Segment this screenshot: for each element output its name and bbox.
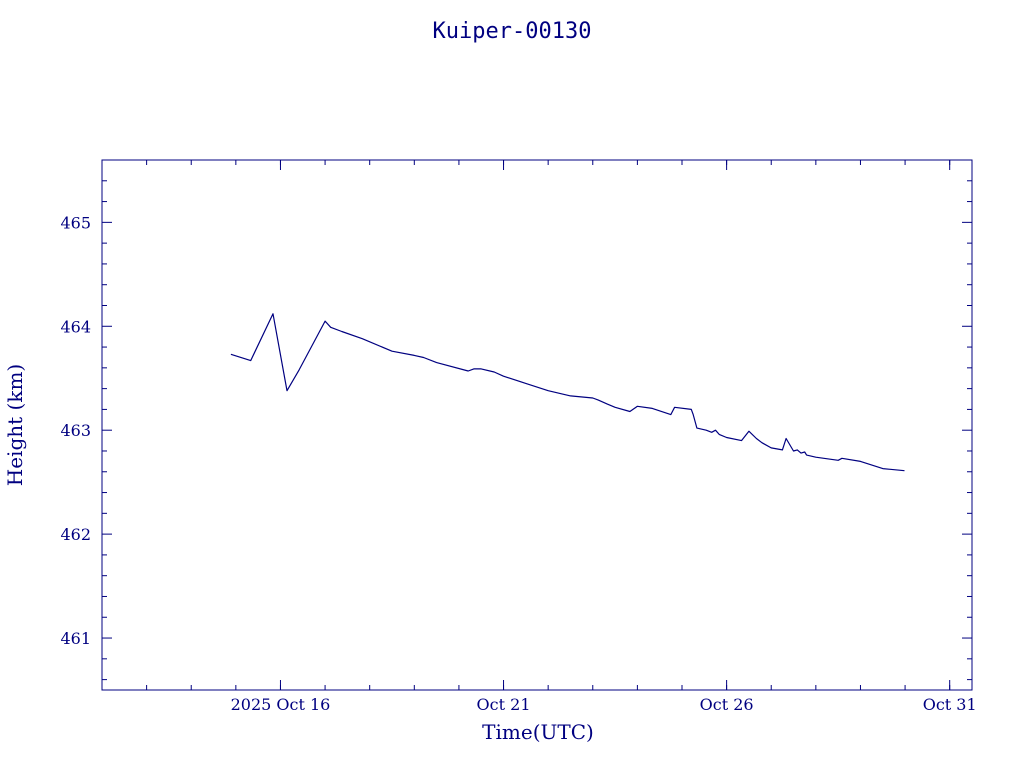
chart-title: Kuiper-00130 [433, 19, 592, 44]
y-tick-label: 463 [60, 421, 91, 440]
x-tick-label: Oct 31 [923, 695, 977, 714]
x-tick-label: Oct 21 [477, 695, 531, 714]
x-axis: 2025 Oct 16 Oct 21 Oct 26 Oct 31 [101, 160, 977, 714]
y-tick-label: 461 [60, 629, 91, 648]
series-line [230, 313, 905, 472]
y-axis: 461 462 463 464 465 [60, 159, 972, 681]
series-layer [230, 313, 905, 472]
x-axis-label: Time(UTC) [482, 720, 594, 744]
x-tick-label: 2025 Oct 16 [231, 695, 331, 714]
plot-frame [101, 159, 973, 691]
y-tick-label: 465 [60, 213, 91, 232]
x-tick-label: Oct 26 [700, 695, 754, 714]
y-tick-label: 462 [60, 525, 91, 544]
y-tick-label: 464 [60, 317, 91, 336]
y-axis-label: Height (km) [3, 364, 27, 486]
